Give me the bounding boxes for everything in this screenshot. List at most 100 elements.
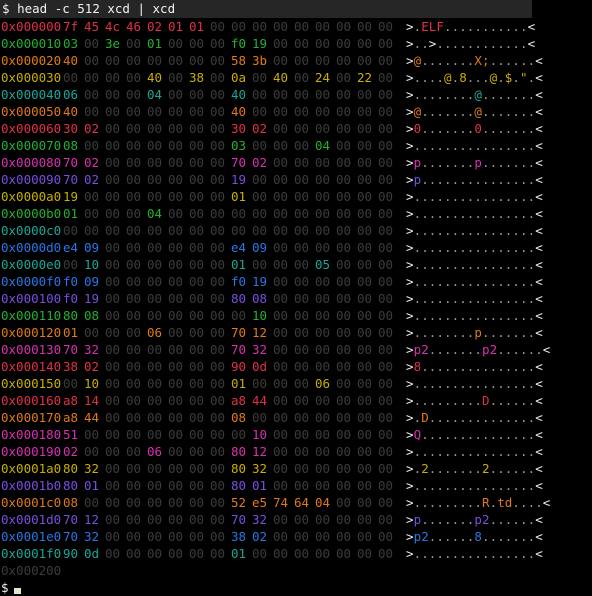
ascii-char: 2 <box>421 342 429 357</box>
hex-byte: 00 <box>273 189 289 204</box>
ascii-char: . <box>436 172 444 187</box>
ascii-char: . <box>428 104 437 119</box>
hex-byte: e4 <box>231 240 247 255</box>
hexdump-output: 0x000000 7f 45 4c 46 02 01 01 00 00 00 00 00 00 00 00 00… <box>0 18 592 596</box>
ascii-char: < <box>527 36 536 51</box>
hexdump-row: 0x000020 40 00 00 00 00 00 00 00 58 3b 00 00 00 00 00 00… <box>0 52 592 69</box>
ascii-char: . <box>527 70 536 85</box>
hex-byte: 00 <box>210 70 226 85</box>
hex-byte: 00 <box>105 546 121 561</box>
ascii-char: . <box>527 308 536 323</box>
hex-byte: 00 <box>294 308 310 323</box>
ascii-char: . <box>489 53 498 68</box>
hex-byte: 00 <box>147 291 163 306</box>
hex-byte: 00 <box>357 376 373 391</box>
hex-byte: 02 <box>84 359 100 374</box>
ascii-char: . <box>459 19 467 34</box>
ascii-char: . <box>512 53 520 68</box>
hex-byte: 32 <box>84 461 100 476</box>
ascii-char: > <box>406 189 414 204</box>
hex-byte: 00 <box>210 478 226 493</box>
hex-byte: 00 <box>378 257 394 272</box>
ascii-char: . <box>504 104 513 119</box>
ascii-char: . <box>413 138 422 153</box>
hex-byte: 00 <box>294 223 310 238</box>
hexdump-row: 0x0000e0 00 10 00 00 00 00 00 00 01 00 00 00 05 00 00 00… <box>0 256 592 273</box>
ascii-char: . <box>436 444 444 459</box>
ascii-char: . <box>413 410 422 425</box>
ascii-char: 2 <box>489 342 498 357</box>
hex-byte: 00 <box>336 121 352 136</box>
hex-byte: 00 <box>378 393 394 408</box>
row-address: 0x000090 <box>1 172 62 187</box>
ascii-char: . <box>459 410 467 425</box>
hex-byte: 74 <box>273 495 289 510</box>
ascii-char: . <box>436 36 444 51</box>
ascii-char: . <box>489 240 498 255</box>
hex-byte: 00 <box>315 325 331 340</box>
hex-byte: 00 <box>336 529 352 544</box>
hex-byte: 00 <box>315 223 331 238</box>
ascii-char: . <box>527 138 536 153</box>
hex-byte: 02 <box>84 172 100 187</box>
ascii-char: . <box>520 19 528 34</box>
hex-byte: 00 <box>147 376 163 391</box>
hex-byte: 00 <box>189 104 205 119</box>
hex-byte: 00 <box>126 291 142 306</box>
ascii-char: d <box>504 495 513 510</box>
hex-byte: f0 <box>231 274 247 289</box>
hex-byte: 00 <box>315 36 331 51</box>
hexdump-row: 0x000040 06 00 00 00 04 00 00 00 40 00 00 00 00 00 00 00… <box>0 86 592 103</box>
hex-byte: 00 <box>336 342 352 357</box>
ascii-char: 2 <box>482 461 490 476</box>
ascii-char: . <box>421 308 429 323</box>
hex-byte: 00 <box>84 223 100 238</box>
hex-byte: 70 <box>63 172 79 187</box>
hex-byte: 44 <box>252 393 268 408</box>
hex-byte: 00 <box>336 206 352 221</box>
hex-byte: 00 <box>210 138 226 153</box>
hex-byte: 00 <box>105 121 121 136</box>
hex-byte: 00 <box>105 461 121 476</box>
hex-byte: 00 <box>273 546 289 561</box>
ascii-char: . <box>451 257 460 272</box>
hex-byte: 00 <box>189 36 205 51</box>
hex-byte: 00 <box>210 359 226 374</box>
hex-byte: 00 <box>210 87 226 102</box>
hex-byte: 40 <box>231 104 247 119</box>
ascii-char: . <box>497 529 505 544</box>
hex-byte: 00 <box>105 257 121 272</box>
ascii-char: . <box>451 121 460 136</box>
ascii-char: . <box>428 359 437 374</box>
ascii-char: . <box>512 206 520 221</box>
ascii-char: . <box>428 427 437 442</box>
ascii-char: . <box>428 342 437 357</box>
hex-byte: 00 <box>210 444 226 459</box>
ascii-char: < <box>535 104 543 119</box>
hex-byte: 00 <box>63 257 79 272</box>
hex-byte: 09 <box>84 240 100 255</box>
hex-byte: 00 <box>147 121 163 136</box>
ascii-char: < <box>535 546 543 561</box>
ascii-char: . <box>421 393 429 408</box>
ascii-char: . <box>497 121 505 136</box>
hex-byte: 00 <box>378 291 394 306</box>
hex-byte: 40 <box>273 70 289 85</box>
ascii-char: < <box>535 172 543 187</box>
cursor-row[interactable]: $ <box>0 579 592 596</box>
hex-byte: 00 <box>357 274 373 289</box>
ascii-char: . <box>459 87 467 102</box>
hex-byte: 14 <box>84 393 100 408</box>
hex-byte: 00 <box>84 53 100 68</box>
ascii-char: . <box>428 172 437 187</box>
ascii-char: 0 <box>474 121 482 136</box>
ascii-char: . <box>474 36 482 51</box>
hex-byte: 00 <box>63 70 79 85</box>
ascii-char: . <box>489 274 498 289</box>
ascii-char: . <box>512 376 520 391</box>
ascii-char: . <box>444 427 452 442</box>
hex-byte: 00 <box>378 36 394 51</box>
hex-byte: 00 <box>315 87 331 102</box>
ascii-char: . <box>428 512 437 527</box>
